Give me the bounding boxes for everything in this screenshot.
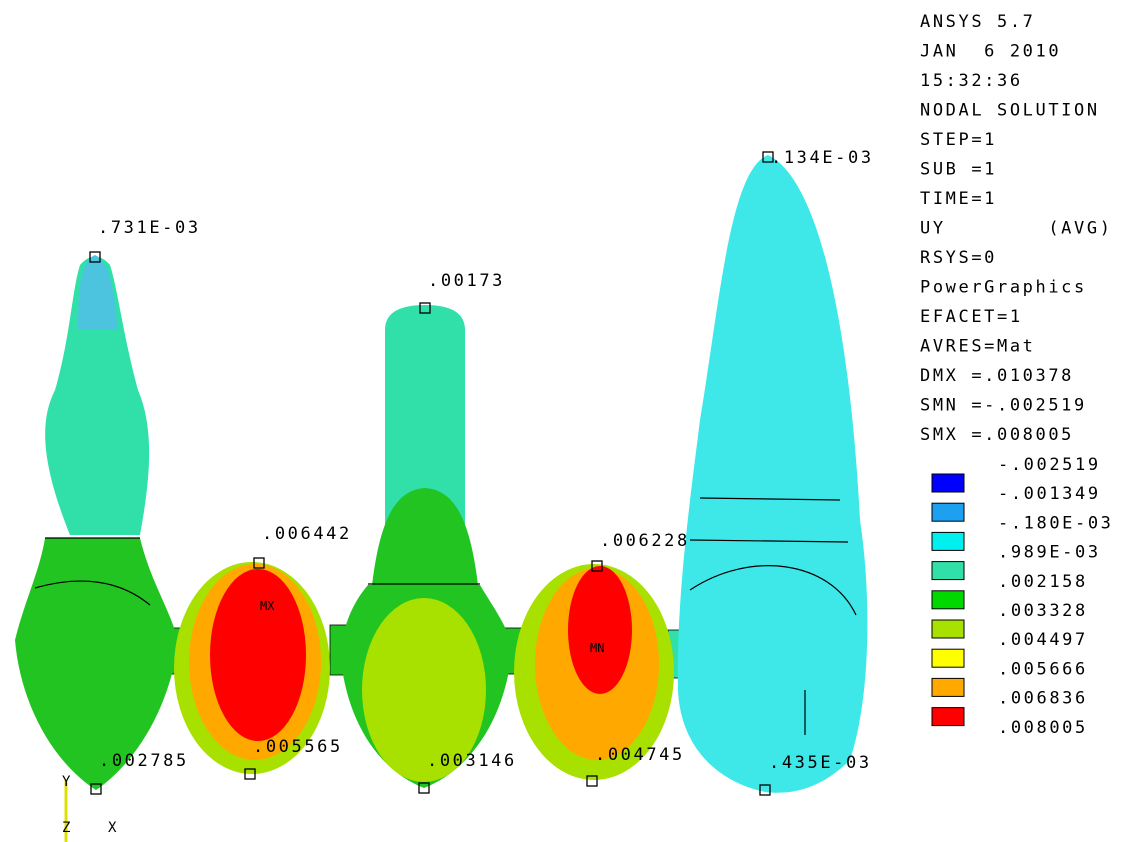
- triad-label: X: [108, 820, 117, 836]
- info-line: TIME=1: [920, 189, 997, 209]
- legend-level: .003328: [998, 601, 1088, 621]
- info-line: SUB =1: [920, 160, 997, 180]
- node-label: .731E-03: [98, 218, 201, 238]
- legend-level: .008005: [998, 718, 1088, 738]
- legend-swatch: [932, 503, 964, 521]
- graphics-window: ANSYS 5.7 JAN 6 2010 15:32:36 NODAL SOLUTIO…: [0, 0, 1126, 842]
- legend-swatch: [932, 708, 964, 726]
- model: [15, 155, 867, 793]
- page: ANSYS 5.7 JAN 6 2010 15:32:36 NODAL SOLUTIO…: [0, 0, 1126, 842]
- info-line: RSYS=0: [920, 248, 997, 268]
- extreme-marker: MX: [260, 599, 275, 613]
- legend-level: -.001349: [998, 484, 1101, 504]
- info-line: AVRES=Mat: [920, 337, 1036, 357]
- info-line: EFACET=1: [920, 307, 1023, 327]
- node-label: .005565: [253, 737, 343, 757]
- node-label: .006228: [600, 531, 690, 551]
- legend-swatch: [932, 678, 964, 696]
- legend-level: .989E-03: [998, 543, 1101, 563]
- legend-swatch: [932, 620, 964, 638]
- node-label: .006442: [262, 524, 352, 544]
- legend-swatch: [932, 474, 964, 492]
- legend-swatch: [932, 562, 964, 580]
- node-label: .435E-03: [769, 753, 872, 773]
- info-line: STEP=1: [920, 130, 997, 150]
- legend-level: -.002519: [998, 455, 1101, 475]
- legend-level: .002158: [998, 572, 1088, 592]
- info-line: JAN 6 2010: [920, 42, 1061, 62]
- info-line: UY (AVG): [920, 219, 1113, 239]
- info-line: DMX =.010378: [920, 366, 1074, 386]
- legend-swatch: [932, 532, 964, 550]
- legend-level: -.180E-03: [998, 513, 1114, 533]
- legend-level: .006836: [998, 689, 1088, 709]
- info-line: PowerGraphics: [920, 278, 1087, 298]
- legend-level: .005666: [998, 659, 1088, 679]
- node-label: .00173: [428, 271, 505, 291]
- legend-level: .004497: [998, 630, 1088, 650]
- info-line: 15:32:36: [920, 71, 1023, 91]
- legend-swatch: [932, 591, 964, 609]
- info-line: ANSYS 5.7: [920, 12, 1036, 32]
- info-line: NODAL SOLUTION: [920, 101, 1100, 121]
- info-line: SMN =-.002519: [920, 396, 1087, 416]
- node-label: .134E-03: [771, 148, 874, 168]
- extreme-marker: MN: [590, 641, 604, 655]
- triad-label: Y: [62, 774, 71, 790]
- node-label: .004745: [595, 745, 685, 765]
- node-label: .002785: [99, 751, 189, 771]
- info-line: SMX =.008005: [920, 425, 1074, 445]
- legend-swatch: [932, 649, 964, 667]
- node-label: .003146: [427, 751, 517, 771]
- triad-label: Z: [62, 820, 70, 836]
